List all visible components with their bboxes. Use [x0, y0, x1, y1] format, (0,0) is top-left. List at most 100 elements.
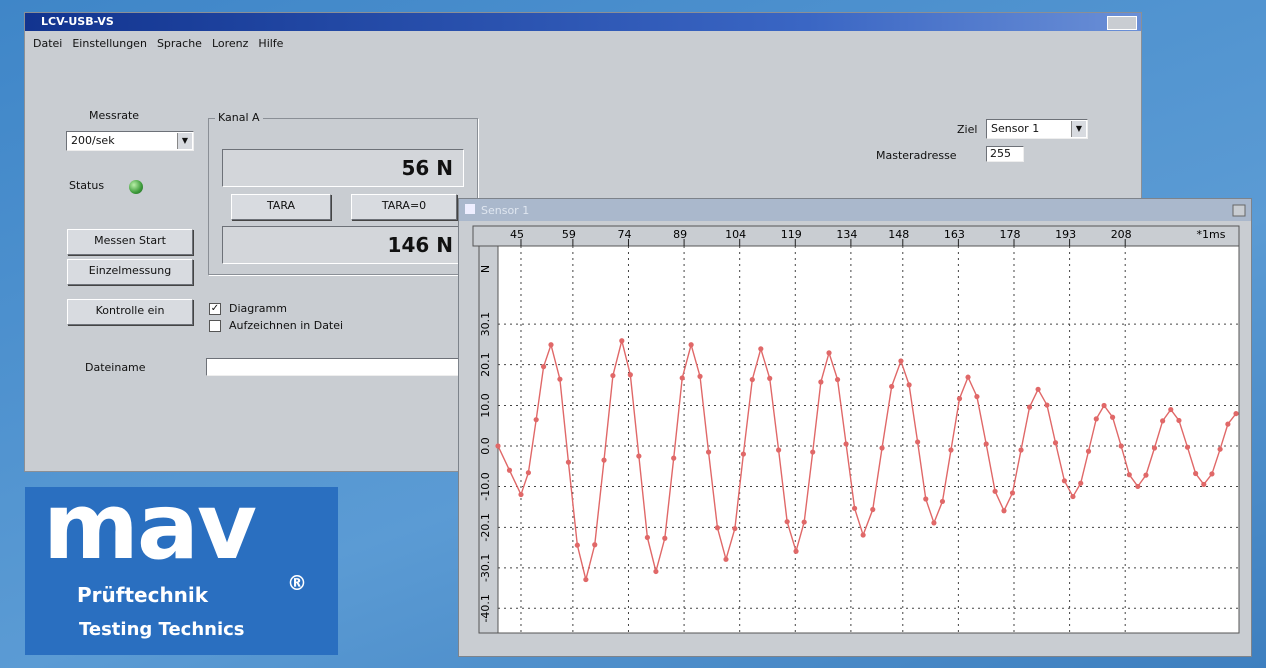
data-point	[1044, 402, 1050, 408]
data-point	[983, 441, 989, 447]
menu-item[interactable]: Hilfe	[258, 37, 284, 50]
data-point	[1118, 443, 1124, 449]
x-tick-label: 148	[888, 228, 909, 241]
data-point	[956, 396, 963, 402]
data-point	[1151, 445, 1158, 451]
y-tick-label: -30.1	[479, 554, 492, 582]
logo-line1: Prüftechnik	[77, 583, 209, 607]
dateiname-label: Dateiname	[85, 361, 146, 374]
chart: Sensor 1 45 59 74 89 104 119 134 148 163 178 193 20…	[459, 199, 1251, 634]
data-point	[1009, 490, 1016, 496]
title-bar: LCV-USB-VS	[25, 13, 1141, 31]
data-point	[1193, 470, 1199, 477]
data-point	[1061, 478, 1068, 484]
data-point	[740, 451, 746, 457]
menu-item[interactable]: Einstellungen	[72, 37, 147, 50]
x-tick-label: 59	[562, 228, 576, 241]
data-point	[705, 449, 712, 455]
data-point	[1160, 418, 1166, 424]
data-point	[714, 525, 721, 531]
data-point	[776, 447, 782, 453]
data-point	[1168, 406, 1174, 413]
plot-area	[497, 245, 1240, 634]
masteradresse-value: 255	[990, 147, 1011, 160]
close-button[interactable]	[1232, 204, 1246, 217]
data-point	[939, 498, 946, 505]
checkbox[interactable]	[209, 320, 221, 332]
data-point	[1135, 483, 1141, 490]
data-point	[533, 417, 539, 423]
checkbox[interactable]: ✓	[209, 303, 221, 315]
data-point	[671, 455, 677, 461]
button[interactable]: Messen Start	[67, 229, 193, 255]
data-point	[931, 520, 937, 526]
masteradresse-label: Masteradresse	[876, 149, 957, 162]
y-tick-label: 0.0	[479, 437, 492, 455]
x-tick-label: 89	[673, 228, 687, 241]
masteradresse-field[interactable]: 255	[986, 146, 1024, 162]
status-label: Status	[69, 179, 105, 192]
menu-item[interactable]: Datei	[33, 37, 63, 50]
logo-mark: ®	[287, 571, 307, 595]
display: 146 N	[222, 226, 464, 264]
data-point	[1225, 421, 1231, 427]
menu-item[interactable]: Sprache	[156, 37, 202, 50]
messrate-combo[interactable]: 200/sek ▼	[66, 131, 194, 151]
button[interactable]: TARA=0	[351, 194, 457, 220]
data-point	[610, 372, 616, 379]
x-tick-label: 178	[999, 228, 1020, 241]
data-point	[506, 467, 513, 473]
data-point	[801, 519, 807, 525]
checkbox-label: Diagramm	[229, 302, 287, 315]
window-buttons[interactable]	[1107, 16, 1137, 30]
data-point	[906, 382, 912, 388]
data-point	[619, 338, 625, 344]
window-title: LCV-USB-VS	[41, 15, 114, 28]
data-point	[860, 532, 866, 538]
menu-bar: Datei Einstellungen Sprache Lorenz Hilfe	[33, 37, 293, 50]
data-point	[992, 488, 998, 494]
data-point	[565, 459, 572, 465]
y-tick-label: 10.0	[479, 393, 492, 418]
data-point	[843, 441, 849, 447]
menu-item[interactable]: Lorenz	[211, 37, 249, 50]
button[interactable]: TARA	[231, 194, 331, 220]
data-point	[592, 542, 598, 548]
x-tick-label: 208	[1111, 228, 1132, 241]
kanal-group	[208, 118, 478, 275]
x-tick-label: 163	[944, 228, 965, 241]
data-point	[688, 342, 694, 348]
x-unit: *1ms	[1197, 228, 1226, 241]
button[interactable]: Kontrolle ein	[67, 299, 193, 325]
data-point	[870, 506, 876, 513]
data-point	[1001, 508, 1007, 514]
ziel-label: Ziel	[957, 123, 978, 136]
dateiname-field[interactable]	[206, 358, 464, 376]
chart-title-bar	[459, 199, 1251, 221]
x-tick-label: 104	[725, 228, 746, 241]
data-point	[601, 457, 607, 463]
checkbox-label: Aufzeichnen in Datei	[229, 319, 344, 332]
combo-arrow[interactable]: ▼	[177, 133, 192, 149]
data-point	[758, 346, 764, 352]
data-point	[1026, 404, 1033, 410]
button[interactable]: Einzelmessung	[67, 259, 193, 285]
data-point	[1176, 417, 1182, 424]
data-point	[583, 576, 589, 583]
data-point	[818, 379, 824, 385]
y-axis-label: N	[479, 265, 492, 273]
data-point	[974, 393, 980, 400]
data-point	[653, 568, 659, 575]
data-point	[826, 350, 832, 356]
ziel-combo[interactable]: Sensor 1 ▼	[986, 119, 1088, 139]
data-point	[1035, 386, 1041, 392]
data-point	[1233, 410, 1239, 417]
data-point	[1217, 446, 1223, 452]
data-point	[851, 505, 858, 511]
messrate-label: Messrate	[89, 109, 140, 122]
display: 56 N	[222, 149, 464, 187]
data-point	[1093, 416, 1099, 422]
combo-arrow[interactable]: ▼	[1071, 121, 1086, 137]
data-point	[834, 376, 841, 383]
